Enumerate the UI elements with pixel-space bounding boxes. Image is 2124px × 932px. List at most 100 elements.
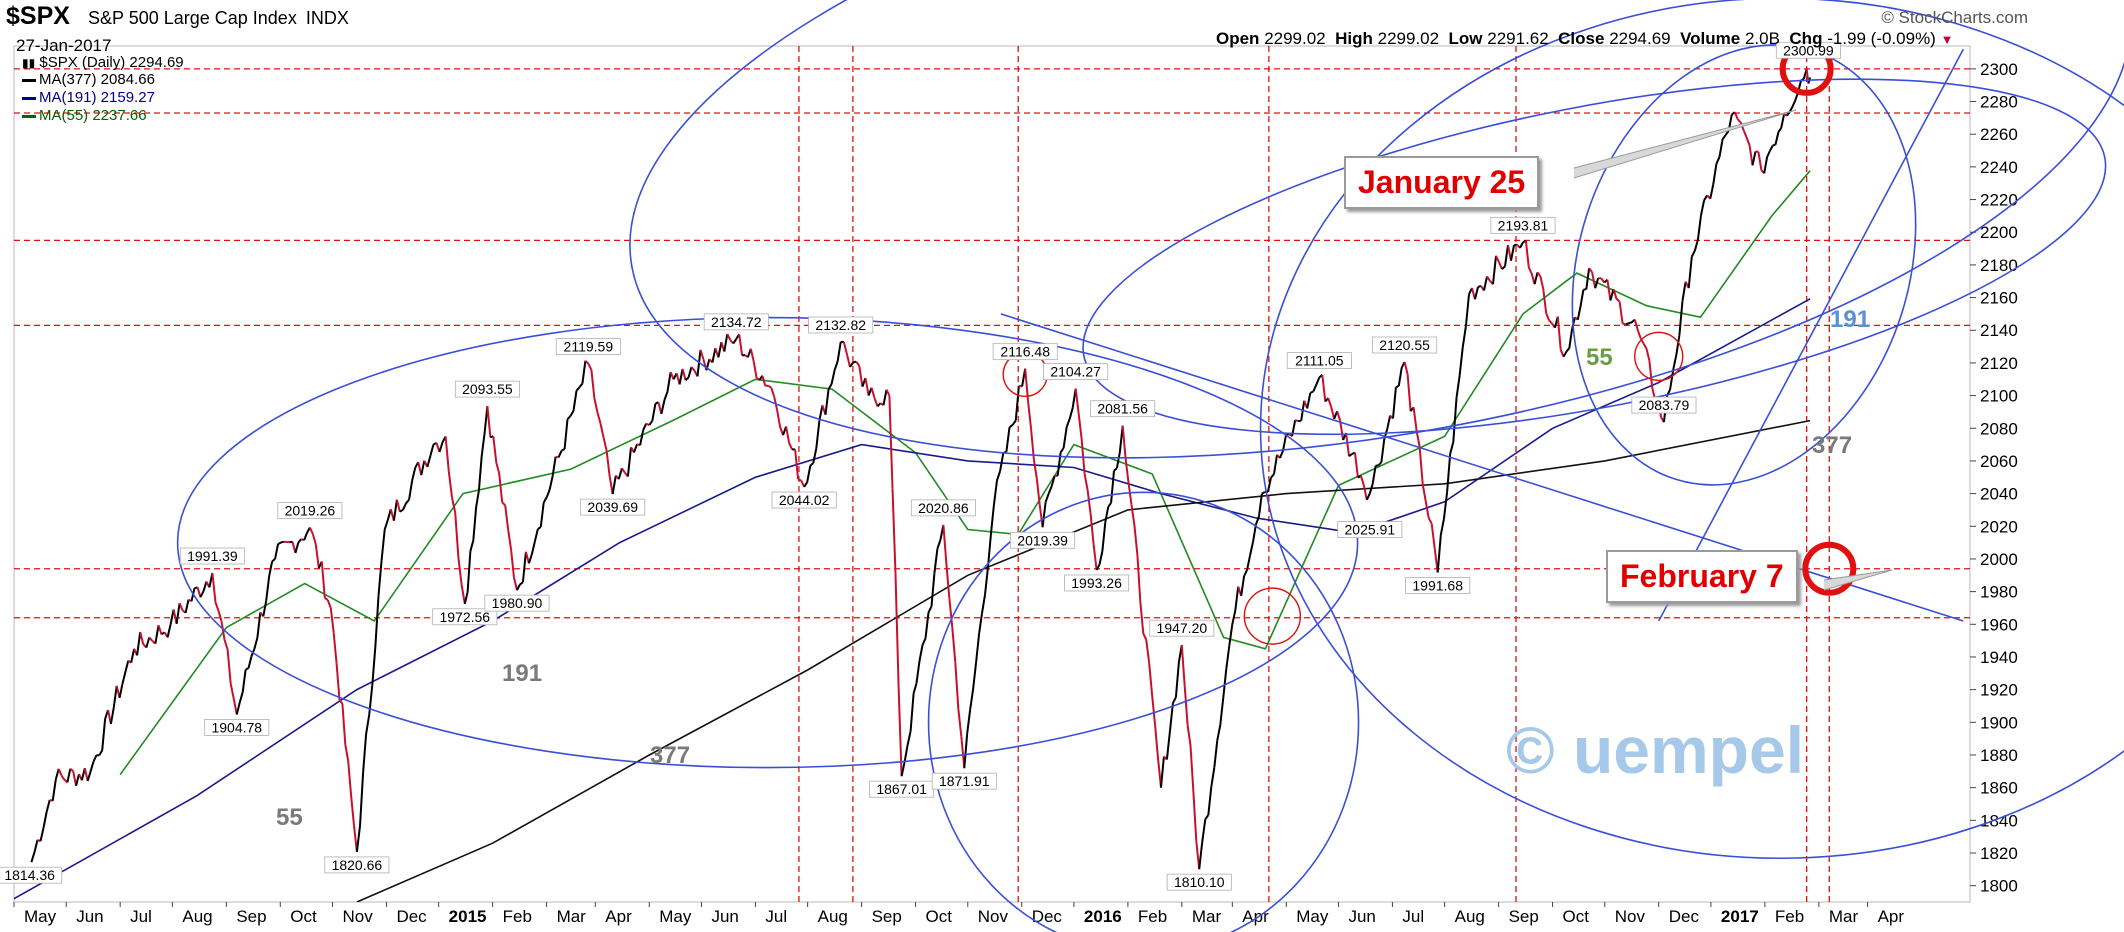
price-bar [1246, 555, 1252, 571]
price-bar [621, 467, 626, 474]
price-bar [1113, 467, 1118, 472]
price-bar [438, 441, 444, 453]
price-bar [966, 709, 972, 734]
y-tick-label: 2220 [1980, 191, 2018, 210]
price-bar [1533, 272, 1539, 285]
price-bar [1545, 313, 1551, 321]
x-tick-label: Aug [818, 907, 848, 926]
price-bar [178, 602, 184, 611]
price-bar [732, 338, 738, 345]
data-label: 2119.59 [564, 339, 614, 355]
price-bar [121, 671, 127, 684]
price-bar [1160, 756, 1165, 788]
data-label: 2104.27 [1050, 364, 1101, 380]
data-label-box [1405, 577, 1471, 594]
brand-link[interactable]: © StockCharts.com [1881, 8, 2028, 27]
price-bar [1791, 99, 1797, 108]
x-tick-label: 2017 [1721, 907, 1759, 926]
price-bar [1041, 502, 1047, 528]
price-bar [1050, 475, 1056, 487]
price-bar [900, 761, 906, 777]
price-bar [519, 581, 524, 586]
x-tick-label: Oct [926, 907, 953, 926]
data-label-box [1010, 531, 1076, 549]
legend-ma55-label: MA(55) 2237.66 [39, 107, 147, 124]
price-bar [1633, 319, 1639, 331]
price-bar [726, 333, 732, 341]
price-bar [678, 368, 684, 385]
data-label-box [324, 856, 390, 874]
price-bar [498, 473, 504, 503]
price-bar [527, 553, 533, 564]
price-bar [469, 540, 475, 552]
data-label-box [432, 608, 498, 626]
target-circle [1634, 331, 1684, 382]
price-bar [830, 369, 836, 385]
price-bar [651, 403, 657, 422]
price-bar [1669, 369, 1675, 390]
x-tick-label: Dec [396, 907, 427, 926]
price-bar [1228, 624, 1234, 646]
price-bar [1412, 407, 1418, 431]
x-tick-label: May [24, 907, 57, 926]
price-bar [1145, 639, 1151, 664]
price-bar [408, 480, 414, 500]
price-bar [864, 377, 870, 396]
price-bar [1165, 731, 1171, 760]
price-bar [1231, 610, 1237, 625]
data-label-box [1166, 873, 1232, 891]
price-bar [633, 443, 639, 453]
price-bar [89, 761, 95, 772]
price-bar [1142, 633, 1148, 640]
price-bar [1306, 392, 1312, 409]
price-bar [1035, 478, 1041, 505]
price-bar [1348, 453, 1353, 457]
price-bar [1612, 288, 1618, 300]
price-bar [809, 462, 814, 467]
dropdown-arrow-icon[interactable]: ▼ [1940, 32, 1954, 47]
price-bar [429, 444, 435, 456]
price-bar [915, 660, 921, 684]
price-bar [711, 347, 717, 363]
price-bar [480, 432, 486, 457]
price-bar [112, 685, 118, 708]
price-bar [405, 498, 410, 504]
price-bar [75, 773, 80, 787]
x-tick-label: 2016 [1084, 907, 1122, 926]
price-bar [1777, 127, 1783, 133]
price-bar [1742, 130, 1748, 138]
price-bar [1136, 555, 1142, 602]
price-bar [350, 795, 355, 826]
price-bar [642, 423, 648, 431]
price-bar [870, 387, 876, 399]
price-bar [308, 527, 314, 535]
price-bar [54, 768, 60, 780]
price-bar [1709, 183, 1715, 199]
price-bar [1565, 347, 1571, 353]
price-bar [1672, 354, 1678, 371]
y-tick-label: 2260 [1980, 125, 2018, 144]
price-bar [575, 386, 581, 392]
price-bar [687, 366, 693, 378]
price-bar [1368, 483, 1374, 494]
price-bar [1336, 410, 1342, 421]
price-bar [377, 560, 383, 596]
price-bar [524, 551, 530, 564]
price-bar [1345, 432, 1350, 457]
price-bar [501, 501, 506, 507]
price-bar [72, 771, 78, 786]
overlay-ellipse [927, 491, 1360, 932]
price-bar [329, 607, 335, 633]
overlay-drawings [176, 0, 2124, 932]
price-bar [1321, 374, 1327, 402]
price-bar [33, 839, 39, 853]
y-tick-label: 2200 [1980, 223, 2018, 242]
price-bar [1380, 438, 1386, 463]
price-bar [1279, 450, 1285, 459]
price-bar [1047, 486, 1053, 495]
price-bar [232, 698, 238, 715]
price-bar [245, 667, 250, 671]
y-tick-label: 1880 [1980, 746, 2018, 765]
y-tick-label: 2300 [1980, 60, 2018, 79]
price-bar [1371, 465, 1377, 485]
